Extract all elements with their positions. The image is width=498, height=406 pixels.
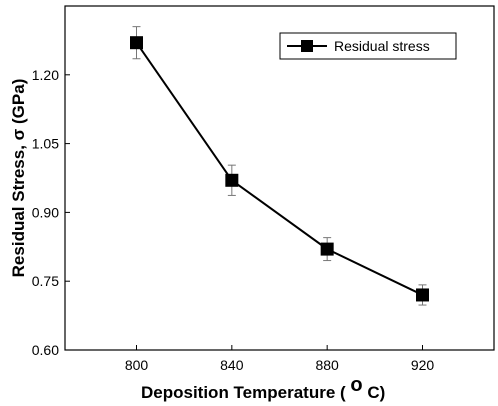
x-tick-label: 840	[220, 357, 244, 373]
data-point	[416, 288, 429, 302]
y-tick-label: 1.20	[32, 67, 59, 83]
series-residual-stress	[130, 26, 429, 306]
plot-area	[64, 5, 495, 351]
y-tick-label: 0.60	[32, 342, 59, 358]
y-axis-title: Residual Stress, σ (GPa)	[9, 79, 28, 278]
x-axis-title: Deposition Temperature ( o C)	[141, 374, 385, 402]
y-tick-label: 0.90	[32, 204, 59, 220]
x-axis-title-main: Deposition Temperature (	[141, 383, 346, 402]
legend: Residual stress	[279, 32, 457, 60]
x-tick-label: 800	[125, 357, 149, 373]
y-tick-label: 1.05	[32, 136, 59, 152]
data-point	[225, 173, 239, 187]
x-axis: 800 840 880 920	[125, 345, 435, 373]
series-line	[135, 42, 423, 296]
data-point	[320, 242, 334, 256]
x-tick-label: 880	[315, 357, 339, 373]
x-tick-label: 920	[411, 357, 435, 373]
legend-label: Residual stress	[334, 38, 430, 54]
x-axis-title-unit: C)	[367, 383, 385, 402]
y-tick-label: 0.75	[32, 273, 59, 289]
y-axis: 0.60 0.75 0.90 1.05 1.20	[32, 67, 70, 358]
data-point	[130, 36, 143, 50]
x-axis-title-unit-sup: o	[350, 374, 362, 396]
legend-marker-sample	[301, 40, 313, 52]
plot-frame	[64, 5, 495, 351]
